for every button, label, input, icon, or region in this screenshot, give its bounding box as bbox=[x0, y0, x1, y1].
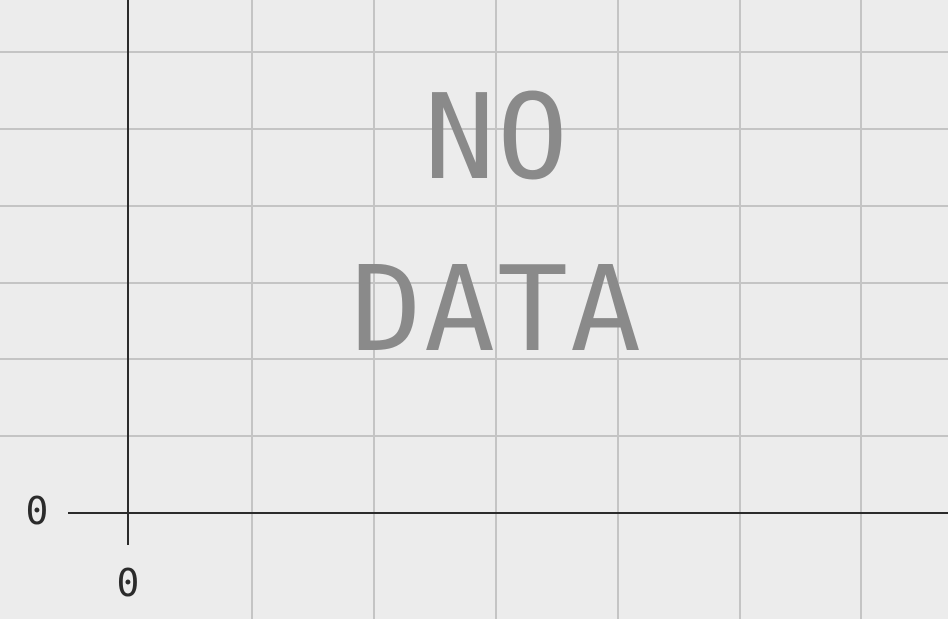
no-data-line-1: NO bbox=[424, 68, 570, 206]
x-tick-label: 0 bbox=[117, 561, 140, 605]
no-data-line-2: DATA bbox=[351, 240, 643, 378]
axes bbox=[68, 0, 948, 545]
tick-labels: 0 0 bbox=[26, 489, 140, 605]
no-data-message: NO DATA bbox=[351, 68, 643, 378]
y-tick-label: 0 bbox=[26, 489, 49, 533]
